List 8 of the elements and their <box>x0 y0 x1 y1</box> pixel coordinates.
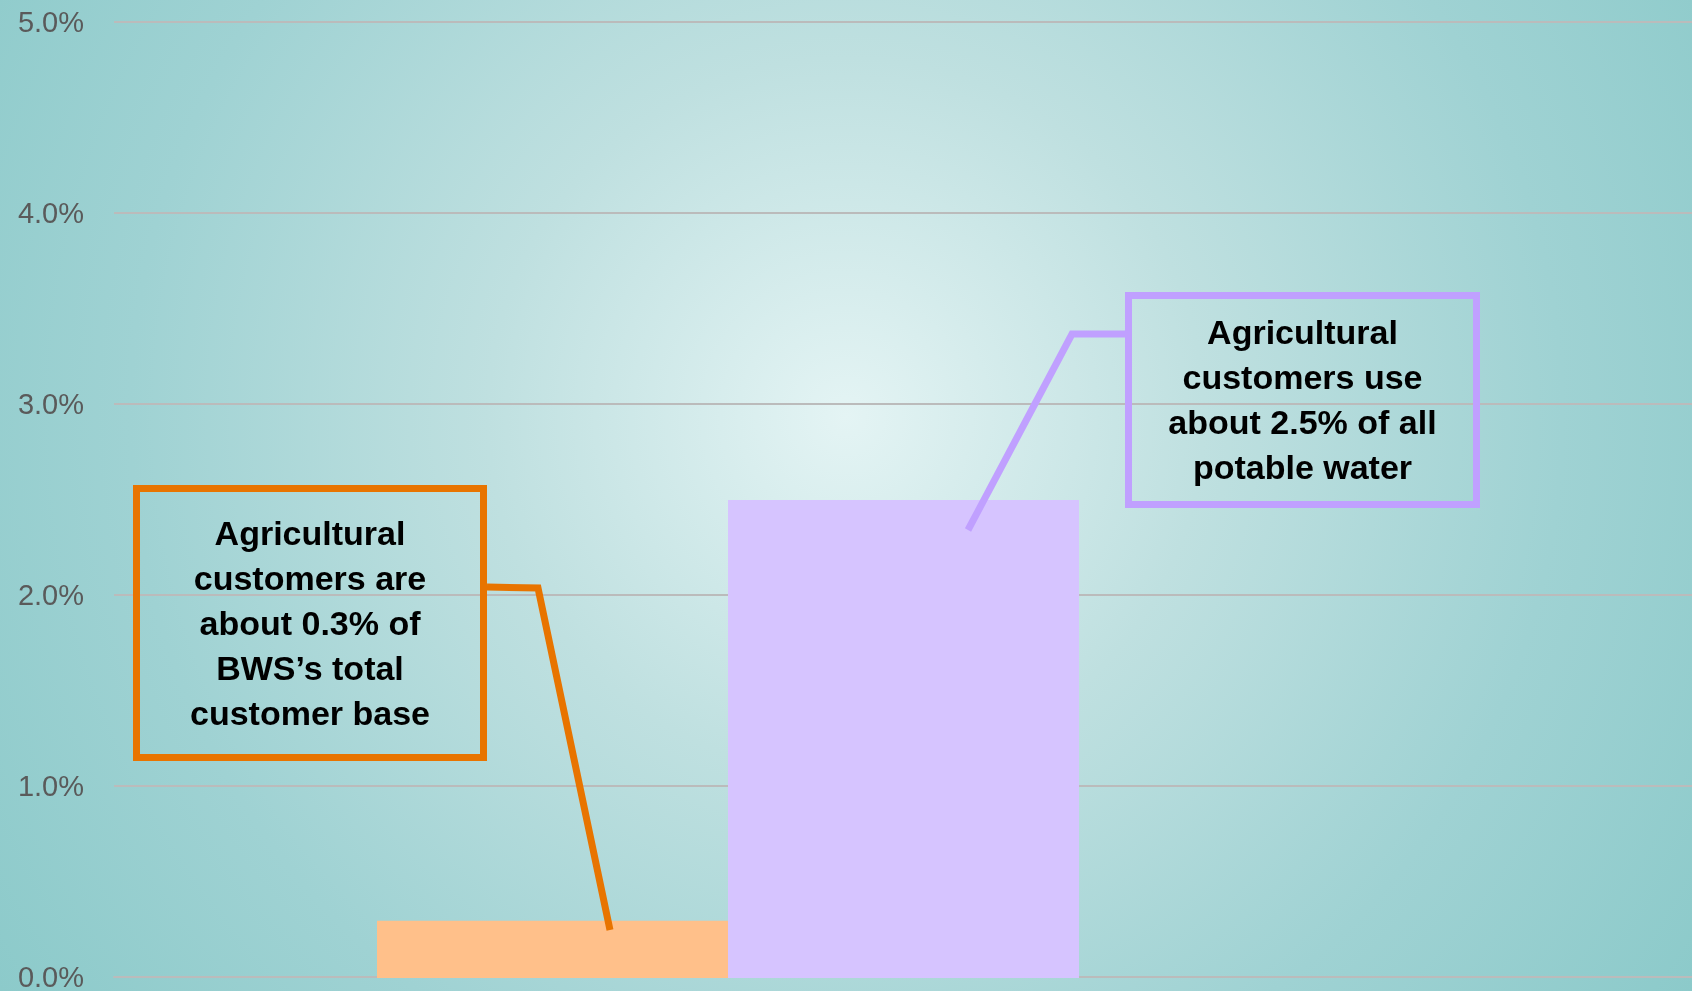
y-tick-label: 2.0% <box>17 578 84 611</box>
annotation: Agricultural customers are about 0.3% of BWS’s total customer base <box>133 485 487 761</box>
y-tick-label: 4.0% <box>17 196 84 229</box>
y-tick-label: 1.0% <box>17 769 84 802</box>
y-tick-label: 5.0% <box>17 6 84 38</box>
y-tick-label: 3.0% <box>17 387 84 420</box>
annotation: Agricultural customers use about 2.5% of all potable water <box>1125 292 1480 508</box>
y-tick-label: 0.0% <box>17 960 84 991</box>
